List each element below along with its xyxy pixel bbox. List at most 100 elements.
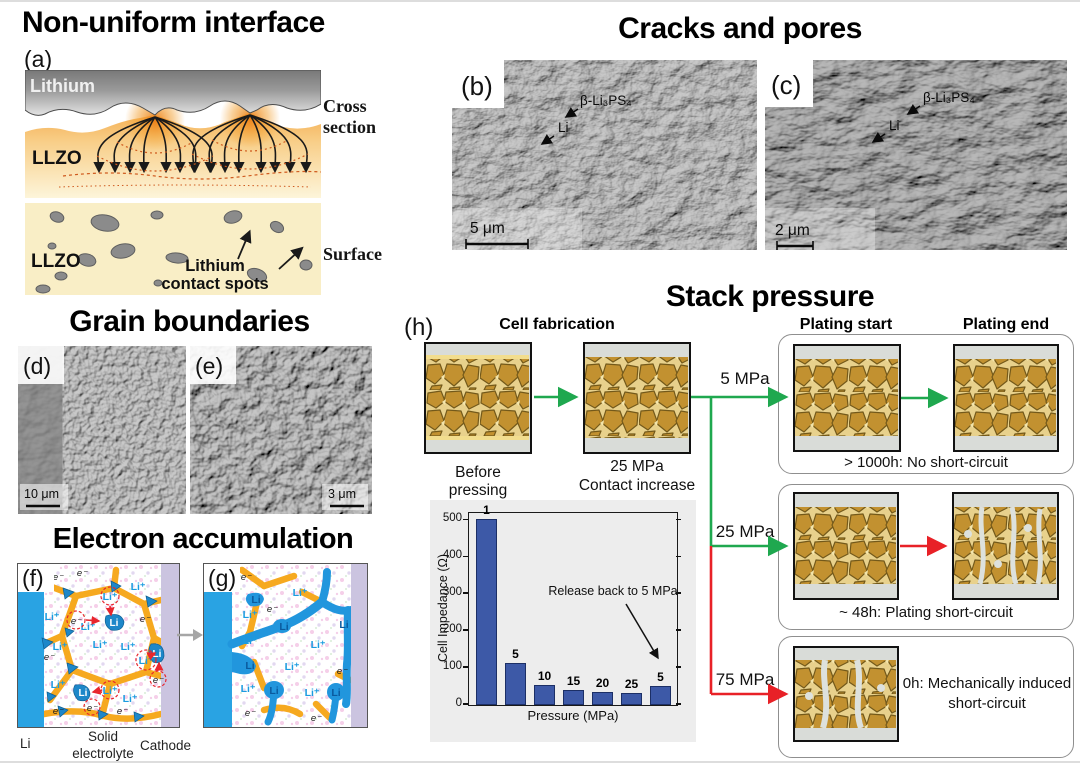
svg-text:e⁻: e⁻: [44, 652, 55, 663]
li-deposit-labels-f: Li Li Li: [79, 618, 162, 699]
bar-value-label: 15: [566, 673, 581, 688]
svg-text:Li⁺: Li⁺: [103, 685, 118, 697]
li-ion-labels-f: Li⁺Li⁺ Li⁺Li⁺ Li⁺Li⁺ Li⁺Li⁺ Li⁺Li⁺ Li⁺: [45, 581, 154, 705]
panel-g-diagram: Li Li Li Li Li Li Li⁺ Li⁺ Li⁺ Li⁺ Li⁺ Li⁺ L…: [203, 563, 368, 728]
panel-d-letter: (d): [23, 353, 51, 379]
panel-b-li-arrow: [540, 134, 555, 145]
li-electrode-g: [204, 590, 232, 727]
bar-value-label: 5: [512, 647, 519, 662]
fg-label-cathode: Cathode: [140, 738, 192, 753]
section-title-cracks: Cracks and pores: [618, 12, 862, 45]
sem-texture-c: [765, 60, 1067, 250]
caption-contact-increase: Contact increase: [578, 477, 696, 494]
chart-plot-area: 1 5 10 15 20 25 5: [468, 503, 678, 706]
outcome-text-25mpa: ~ 48h: Plating short-circuit: [839, 604, 1013, 621]
fg-transition-arrow: [177, 629, 203, 641]
header-plating-start: Plating start: [799, 316, 893, 333]
contact-spots-label-2: contact spots: [161, 275, 268, 293]
panel-b-letter: (b): [461, 71, 493, 101]
cell-plating-start-25mpa: [793, 492, 899, 600]
svg-text:Li⁺: Li⁺: [243, 635, 258, 647]
sem-texture-d-right: [74, 346, 186, 514]
red-arrows: [709, 535, 948, 705]
svg-text:e⁻: e⁻: [241, 572, 252, 583]
li-metal-labels-g: Li Li Li Li Li Li: [245, 594, 348, 699]
panel-b-scale-text: 5 μm: [470, 220, 505, 237]
panel-c-letter-chip: [765, 60, 813, 107]
svg-text:Li⁺: Li⁺: [241, 683, 256, 695]
svg-text:e⁻: e⁻: [77, 568, 88, 579]
flow-connectors: [534, 386, 949, 705]
svg-text:Li⁺: Li⁺: [51, 679, 66, 691]
y-tick-label: 400: [442, 549, 462, 562]
li-electrode-f: [18, 590, 44, 727]
panel-f-diagram: Li Li Li Li⁺Li⁺ Li⁺Li⁺ Li⁺Li⁺ Li⁺Li⁺ Li⁺…: [17, 563, 180, 728]
y-tick-label: 500: [442, 512, 462, 525]
svg-text:Li: Li: [251, 594, 260, 606]
panel-b-phase-label: β-Li₃PS₄: [580, 93, 632, 108]
panel-f-letter: (f): [22, 565, 44, 591]
svg-text:e⁻: e⁻: [337, 666, 348, 677]
svg-text:Li⁺: Li⁺: [45, 611, 60, 623]
pressure-label-75mpa: 75 MPa: [715, 670, 775, 689]
svg-text:Li⁺: Li⁺: [311, 639, 326, 651]
scale-bar-backdrop-c: [765, 208, 875, 250]
panel-g-letter-chip: [204, 564, 240, 592]
top-rule: [0, 0, 1080, 2]
panel-d-scale-text: 10 μm: [24, 487, 59, 501]
panel-c-scale-text: 2 μm: [775, 222, 810, 239]
panel-e-scale-text: 3 μm: [328, 487, 356, 501]
panel-c-letter: (c): [771, 70, 801, 100]
surface-label: Surface: [323, 244, 382, 264]
electron-labels-g: e⁻ e⁻ e⁻ e⁻ e⁻: [241, 572, 348, 724]
panel-g-letter: (g): [208, 565, 236, 591]
svg-text:e⁻: e⁻: [245, 708, 256, 719]
electron-labels-f: e⁻ e⁻ e⁻ e⁻ e⁻ e⁻ e⁻ e⁻ e⁻: [44, 568, 164, 717]
impedance-bar: [505, 663, 526, 705]
svg-text:Li⁺: Li⁺: [131, 581, 146, 593]
caption-before-pressing: Before pressing: [448, 464, 508, 499]
bottom-rule: [0, 761, 1080, 763]
svg-text:Li⁺: Li⁺: [103, 591, 118, 603]
svg-text:Li⁺: Li⁺: [139, 655, 154, 667]
panel-b-scale-bar: [465, 239, 529, 249]
panel-b-letter-chip: [452, 60, 504, 108]
chart-annotation: Release back to 5 MPa: [548, 584, 678, 598]
bar-value-label: 10: [537, 668, 552, 683]
svg-text:Li⁺: Li⁺: [293, 587, 308, 599]
svg-text:Li: Li: [279, 621, 288, 633]
panel-c-scale-bar: [776, 241, 814, 250]
panel-f-letter-chip: [18, 564, 54, 592]
y-tick-mark: [463, 666, 468, 668]
y-tick-mark: [463, 629, 468, 631]
svg-text:Li⁺: Li⁺: [93, 639, 108, 651]
section-title-nonuniform: Non-uniform interface: [22, 6, 325, 39]
panel-d-sem-image: (d) 10 μm: [18, 346, 186, 514]
impedance-bar: [621, 693, 642, 705]
caption-25mpa: 25 MPa: [610, 458, 664, 475]
svg-text:Li: Li: [331, 687, 340, 699]
cell-shorted-25mpa: [952, 492, 1059, 600]
llzo-surface-label: LLZO: [31, 251, 81, 272]
lithium-layer: [25, 70, 321, 116]
y-tick-mark: [676, 703, 681, 705]
panel-a-cross-section: Lithium LLZO: [25, 70, 321, 198]
impedance-bar: [592, 692, 613, 705]
llzo-surface-bg: [25, 203, 321, 295]
contact-spot-arrows: [237, 229, 304, 270]
header-plating-end: Plating end: [962, 316, 1050, 333]
svg-text:e⁻: e⁻: [53, 706, 64, 717]
panel-c-sem-image: (c) β-Li₃PS₄ Li 2 μm: [765, 60, 1067, 250]
panel-h-letter: (h): [404, 314, 434, 341]
li-dendrite-blobs-g: [232, 592, 345, 701]
cathode-strip-g: [351, 564, 367, 727]
section-title-stack: Stack pressure: [665, 280, 875, 313]
section-title-grain: Grain boundaries: [69, 305, 310, 338]
y-tick-mark: [676, 592, 681, 594]
y-tick-mark: [676, 629, 681, 631]
y-tick-label: 0: [455, 697, 462, 709]
svg-text:Li: Li: [339, 619, 348, 631]
y-tick-label: 200: [442, 623, 462, 636]
bar-value-label: 5: [657, 669, 664, 684]
lithium-contact-spots: [35, 210, 313, 294]
